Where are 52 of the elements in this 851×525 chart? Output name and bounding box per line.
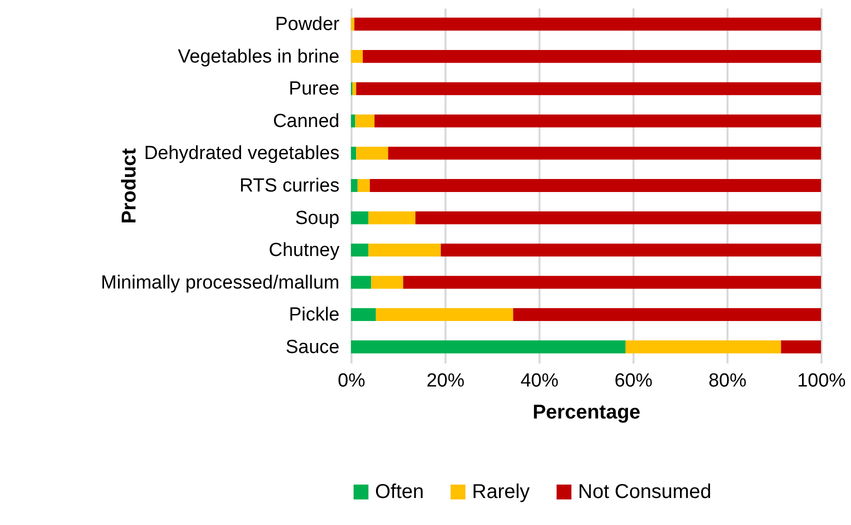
y-tick-label: Soup [295,208,340,229]
bar [625,340,782,354]
y-axis-title: Product [118,148,140,224]
bar [351,211,368,224]
bar [370,179,821,192]
y-tick-label: Powder [275,14,340,36]
bar [351,308,376,322]
bar [351,244,368,256]
y-tick-label: Puree [288,78,340,100]
bar [362,50,821,63]
bar [351,50,363,63]
legend-label: Rarely [472,481,530,503]
x-tick-label: 0% [338,370,366,392]
y-tick-label: Minimally processed/mallum [100,272,340,294]
y-tick-label: Vegetables in brine [178,46,340,68]
bar [388,146,821,160]
x-tick-label: 20% [426,370,465,392]
bar [355,114,374,128]
y-tick-label: Canned [272,110,340,132]
x-axis-title: Percentage [532,402,640,424]
bar [351,146,356,160]
bar [356,146,388,160]
y-tick-label: RTS curries [240,176,340,196]
bar [376,308,514,322]
x-tick-label: 60% [614,370,653,392]
x-tick-label: 100% [797,370,846,392]
bar [356,82,821,96]
bar [352,82,356,96]
x-tick-label: 80% [708,370,747,392]
y-tick-label: Chutney [268,240,340,262]
bar [513,308,821,322]
y-tick-label: Dehydrated vegetables [144,143,340,164]
bar [351,340,626,354]
legend-label: Often [375,481,424,503]
bar [403,276,821,289]
bar [781,340,821,354]
bar [368,244,441,256]
bar [354,18,821,31]
x-tick-label: 40% [520,370,559,392]
bar [374,114,821,128]
bar [351,276,372,289]
y-tick-label: Sauce [286,336,340,358]
bar [371,276,404,289]
bar [440,244,821,256]
legend-label: Not Consumed [578,481,712,503]
bar [351,179,358,192]
bar [358,179,370,192]
bar [368,211,416,224]
bar [351,114,356,128]
bar [351,18,354,31]
bar [415,211,821,224]
y-tick-label: Pickle [288,304,340,326]
